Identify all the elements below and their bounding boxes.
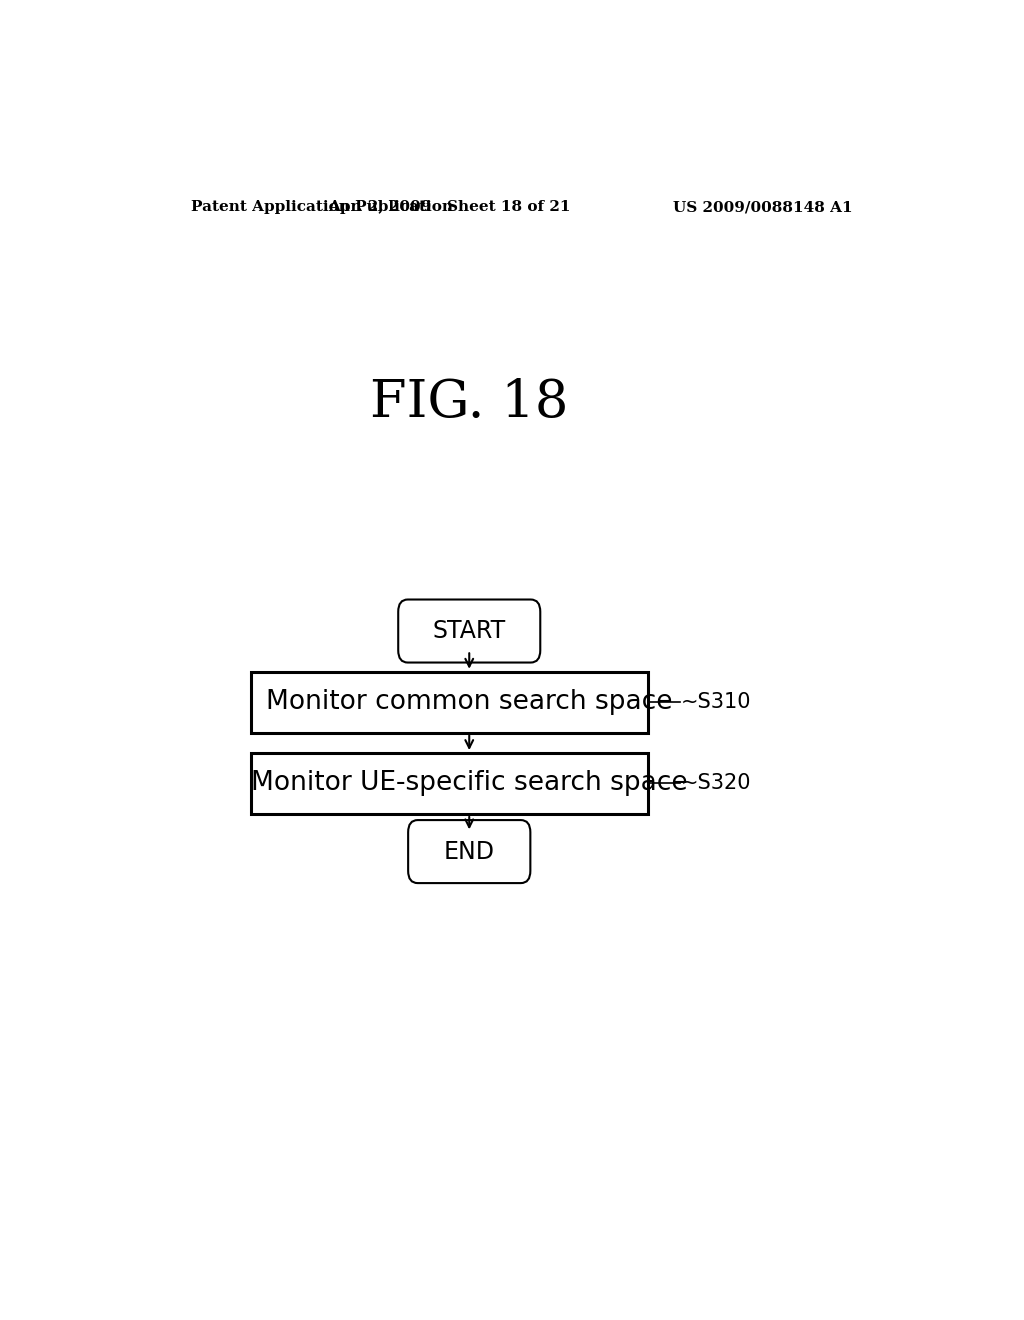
Text: FIG. 18: FIG. 18 [370, 376, 568, 428]
FancyBboxPatch shape [398, 599, 541, 663]
FancyBboxPatch shape [251, 672, 648, 733]
Text: Monitor common search space: Monitor common search space [266, 689, 673, 715]
Text: Apr. 2, 2009   Sheet 18 of 21: Apr. 2, 2009 Sheet 18 of 21 [328, 201, 570, 214]
Text: START: START [432, 619, 506, 643]
Text: ~S320: ~S320 [681, 774, 752, 793]
Text: END: END [443, 840, 495, 863]
Text: US 2009/0088148 A1: US 2009/0088148 A1 [673, 201, 853, 214]
FancyBboxPatch shape [409, 820, 530, 883]
Text: Patent Application Publication: Patent Application Publication [191, 201, 454, 214]
FancyBboxPatch shape [251, 752, 648, 814]
Text: Monitor UE-specific search space: Monitor UE-specific search space [251, 771, 687, 796]
Text: ~S310: ~S310 [681, 692, 752, 713]
